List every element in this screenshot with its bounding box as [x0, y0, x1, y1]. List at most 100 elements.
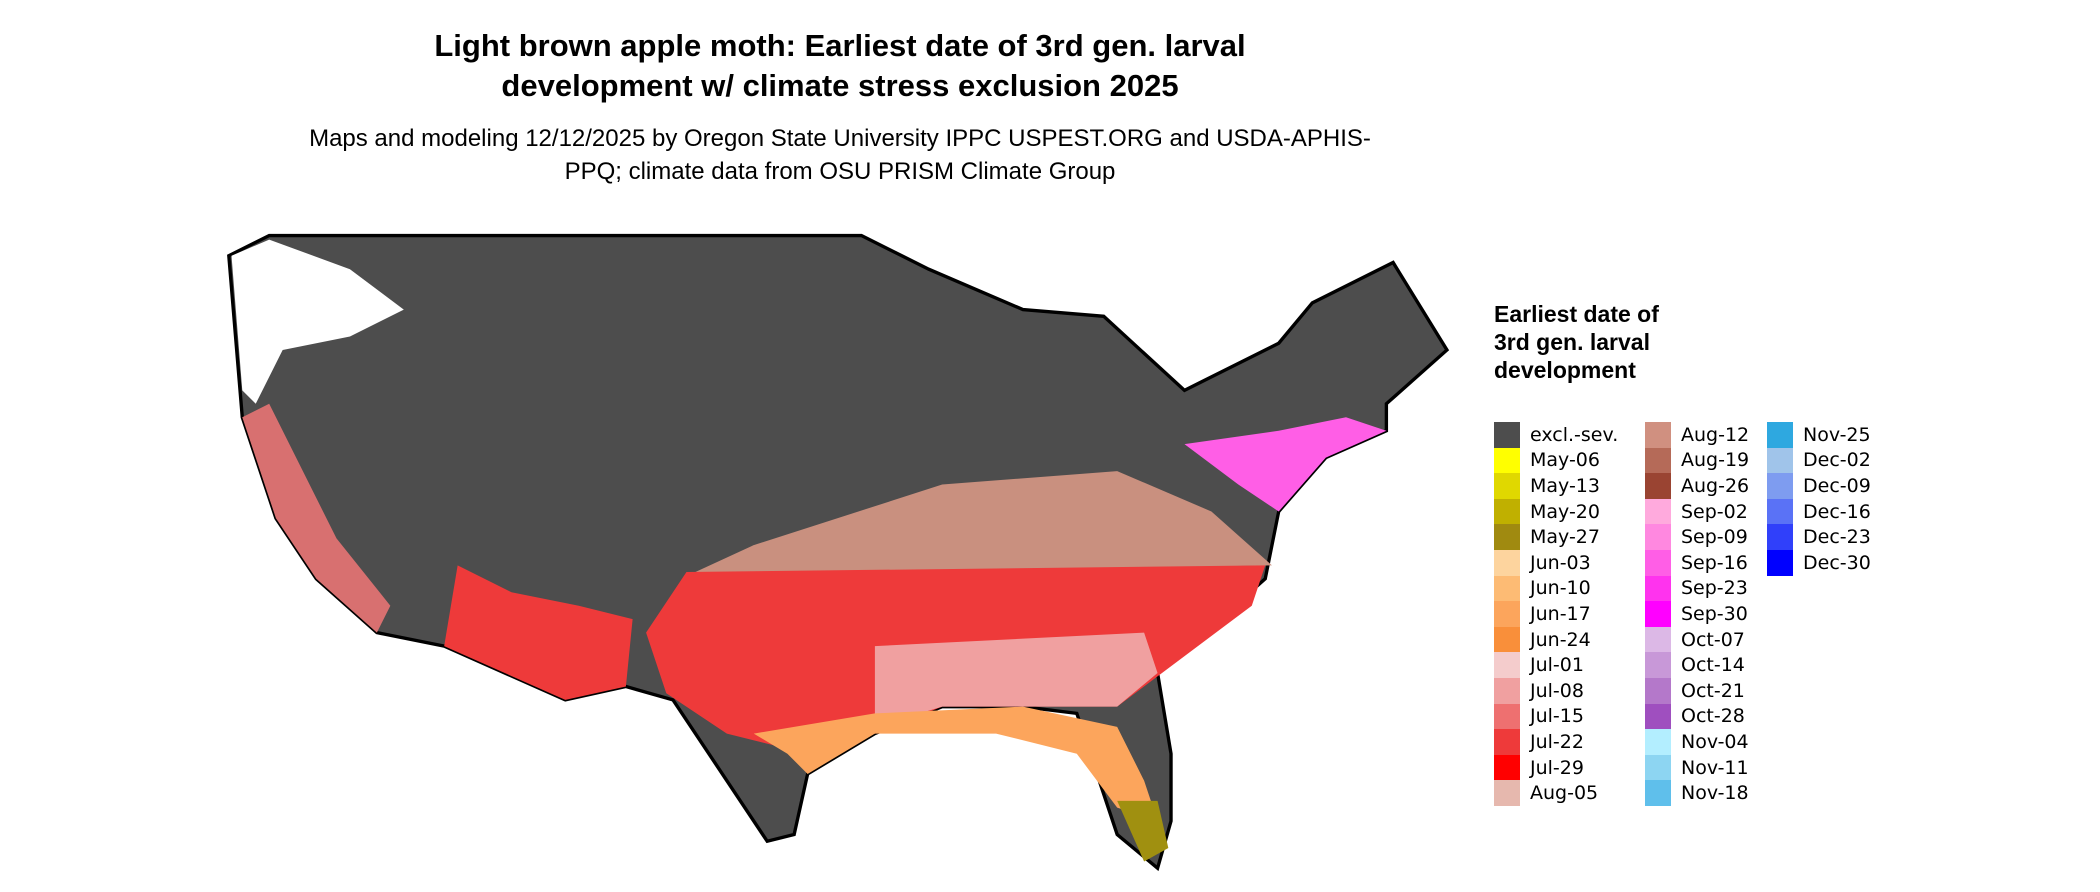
legend-item: excl.-sev.: [1494, 422, 1645, 448]
legend-swatch: [1645, 729, 1671, 755]
legend-swatch: [1494, 754, 1520, 781]
legend-item: Aug-19: [1645, 447, 1767, 474]
legend-swatch: [1494, 677, 1520, 704]
legend-label: Aug-19: [1681, 449, 1750, 472]
legend-item: Oct-28: [1645, 703, 1767, 730]
legend-label: May-27: [1530, 526, 1600, 549]
legend-label: Jul-15: [1530, 705, 1584, 728]
legend-swatch: [1645, 524, 1671, 550]
legend-item: Sep-09: [1645, 524, 1767, 550]
legend-swatch: [1645, 498, 1671, 525]
legend-swatch: [1645, 447, 1671, 474]
legend-item: Jul-08: [1494, 677, 1645, 704]
region-aug: [686, 471, 1272, 577]
legend-swatch: [1494, 626, 1520, 653]
legend-item: Jun-24: [1494, 626, 1645, 653]
legend-swatch: [1494, 549, 1520, 576]
legend-label: Oct-07: [1681, 628, 1745, 651]
legend-item: Sep-02: [1645, 498, 1767, 525]
legend-title: Earliest date of 3rd gen. larval develop…: [1494, 301, 1659, 383]
legend-label: Sep-16: [1681, 551, 1748, 574]
legend-item: May-13: [1494, 473, 1645, 499]
legend-item: Dec-09: [1767, 473, 1897, 499]
legend-item: Dec-16: [1767, 498, 1897, 525]
legend-swatch: [1645, 601, 1671, 627]
legend-label: Aug-26: [1681, 474, 1750, 497]
legend-label: Sep-09: [1681, 526, 1748, 549]
legend-swatch: [1645, 703, 1671, 730]
legend-item: Sep-16: [1645, 549, 1767, 576]
legend-label: Sep-23: [1681, 577, 1748, 600]
legend-swatch: [1494, 601, 1520, 627]
legend-swatch: [1767, 473, 1793, 499]
legend-item: Sep-30: [1645, 601, 1767, 627]
legend: excl.-sev. May-06 May-13 May-20 May-27 Jun-03…: [1494, 422, 1897, 806]
legend-label: Aug-05: [1530, 782, 1599, 805]
region-northeast: [1184, 417, 1387, 512]
legend-label: excl.-sev.: [1530, 423, 1619, 446]
legend-label: Nov-18: [1681, 782, 1749, 805]
legend-swatch: [1494, 498, 1520, 525]
map-title: Light brown apple moth: Earliest date of…: [434, 28, 1246, 103]
legend-label: Oct-14: [1681, 654, 1745, 677]
legend-swatch: [1645, 626, 1671, 653]
legend-label: Jul-08: [1530, 679, 1584, 702]
legend-label: May-06: [1530, 449, 1600, 472]
legend-label: Jul-01: [1530, 654, 1584, 677]
legend-item: Aug-26: [1645, 473, 1767, 499]
us-map: [227, 233, 1450, 872]
legend-item: Aug-12: [1645, 422, 1767, 448]
legend-item: Jul-15: [1494, 703, 1645, 730]
legend-item: Oct-14: [1645, 652, 1767, 678]
legend-item: May-27: [1494, 524, 1645, 550]
region-southwest: [444, 565, 633, 700]
legend-item: Nov-11: [1645, 754, 1767, 781]
legend-swatch: [1645, 422, 1671, 448]
legend-item: Oct-07: [1645, 626, 1767, 653]
legend-swatch: [1645, 575, 1671, 602]
legend-label: Sep-02: [1681, 500, 1748, 523]
legend-label: May-13: [1530, 474, 1600, 497]
legend-item: Jun-10: [1494, 575, 1645, 602]
legend-item: Jul-29: [1494, 754, 1645, 781]
legend-item: Nov-04: [1645, 729, 1767, 755]
legend-swatch: [1494, 422, 1520, 448]
legend-swatch: [1645, 780, 1671, 806]
region-jun: [753, 706, 1158, 822]
legend-item: Jul-01: [1494, 652, 1645, 678]
legend-item: Jun-17: [1494, 601, 1645, 627]
legend-label: Sep-30: [1681, 602, 1748, 625]
legend-label: Oct-21: [1681, 679, 1745, 702]
region-pacific-nw: [231, 239, 404, 404]
legend-swatch: [1645, 549, 1671, 576]
legend-label: Jun-24: [1530, 628, 1591, 651]
legend-item: May-06: [1494, 447, 1645, 474]
legend-item: Aug-05: [1494, 780, 1645, 806]
legend-item: Jun-03: [1494, 549, 1645, 576]
legend-label: Aug-12: [1681, 423, 1750, 446]
legend-label: Jul-22: [1530, 730, 1584, 753]
legend-swatch: [1767, 447, 1793, 474]
legend-item: Nov-18: [1645, 780, 1767, 806]
legend-label: Nov-11: [1681, 756, 1749, 779]
legend-label: Dec-02: [1803, 449, 1871, 472]
legend-label: Jun-10: [1530, 577, 1591, 600]
legend-label: Jun-17: [1530, 602, 1591, 625]
legend-swatch: [1767, 549, 1793, 576]
legend-item: Jul-22: [1494, 729, 1645, 755]
legend-swatch: [1494, 575, 1520, 602]
legend-swatch: [1645, 754, 1671, 781]
legend-item: Oct-21: [1645, 677, 1767, 704]
legend-label: Nov-04: [1681, 730, 1749, 753]
legend-label: Jun-03: [1530, 551, 1591, 574]
legend-label: Dec-23: [1803, 526, 1871, 549]
legend-item: May-20: [1494, 498, 1645, 525]
legend-label: Dec-30: [1803, 551, 1871, 574]
legend-item: Dec-30: [1767, 549, 1897, 576]
map: [227, 233, 1450, 872]
region-may: [1117, 800, 1169, 862]
legend-swatch: [1494, 524, 1520, 550]
legend-label: Dec-09: [1803, 474, 1871, 497]
legend-swatch: [1645, 677, 1671, 704]
legend-swatch: [1645, 652, 1671, 678]
